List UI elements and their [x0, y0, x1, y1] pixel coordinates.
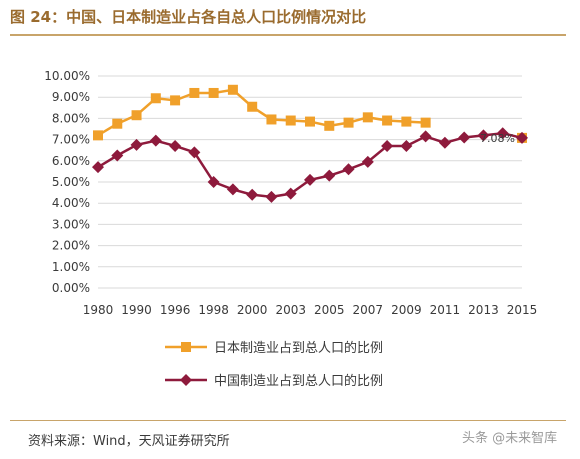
japan-legend-marker	[181, 342, 191, 352]
japan-data-point	[266, 114, 277, 125]
y-tick-label: 10.00%	[44, 69, 90, 83]
y-tick-label: 4.00%	[52, 196, 90, 210]
data-label: 7.08%	[480, 132, 515, 145]
japan-data-point	[170, 95, 181, 106]
footer-rule	[10, 420, 566, 421]
japan-data-point	[343, 117, 354, 128]
japan-data-point	[305, 116, 315, 127]
japan-data-point	[247, 101, 258, 112]
japan-data-point	[401, 116, 412, 127]
x-tick-label: 1990	[121, 303, 152, 317]
china-data-point	[169, 139, 182, 152]
china-data-point	[207, 176, 220, 188]
china-data-point	[304, 173, 316, 186]
y-tick-label: 3.00%	[52, 217, 90, 231]
x-tick-label: 2011	[430, 303, 461, 317]
japan-series-line	[97, 88, 426, 137]
y-tick-label: 2.00%	[52, 239, 90, 253]
japan-data-point	[420, 117, 431, 128]
china-series-line	[97, 131, 523, 199]
japan-data-point	[285, 115, 296, 126]
china-data-point	[496, 127, 509, 140]
japan-data-point	[131, 110, 142, 121]
y-tick-label: 0.00%	[52, 281, 90, 295]
china-data-point	[361, 155, 374, 168]
japan-data-point	[362, 112, 373, 123]
japan-data-point	[150, 93, 161, 104]
china-data-point	[323, 169, 336, 182]
china-data-point	[419, 130, 432, 143]
x-tick-label: 2015	[507, 303, 538, 317]
china-data-point	[438, 136, 451, 149]
x-tick-label: 1998	[198, 303, 229, 317]
x-tick-label: 1996	[160, 303, 191, 317]
china-data-point	[342, 163, 355, 176]
y-tick-label: 9.00%	[52, 90, 90, 104]
china-data-point	[516, 131, 528, 144]
x-tick-label: 2009	[391, 303, 422, 317]
figure-title: 图 24：中国、日本制造业占各自总人口比例情况对比	[10, 8, 367, 26]
x-tick-label: 2007	[353, 303, 384, 317]
china-data-point	[92, 161, 104, 174]
china-data-point	[188, 146, 201, 159]
y-tick-label: 8.00%	[52, 111, 90, 125]
japan-data-point	[324, 120, 335, 131]
china-data-point	[130, 138, 143, 151]
japan-data-point	[208, 87, 219, 98]
x-tick-label: 1980	[83, 303, 114, 317]
y-tick-label: 7.00%	[52, 133, 90, 147]
x-tick-label: 2003	[275, 303, 306, 317]
y-tick-label: 5.00%	[52, 175, 90, 189]
china-data-point	[284, 187, 297, 200]
x-tick-label: 2005	[314, 303, 345, 317]
china-legend-label: 中国制造业占到总人口的比例	[214, 373, 383, 389]
china-data-point	[458, 131, 471, 144]
china-legend-marker	[180, 374, 192, 386]
title-rule	[10, 34, 566, 36]
japan-data-point	[93, 130, 103, 141]
japan-data-point	[227, 84, 238, 95]
japan-data-point	[189, 87, 200, 98]
china-data-point	[246, 188, 259, 201]
china-data-point	[381, 139, 394, 152]
source-note: 资料来源：Wind，天风证券研究所	[28, 434, 230, 449]
y-tick-label: 6.00%	[52, 154, 90, 168]
china-data-point	[477, 129, 490, 142]
china-data-point	[400, 139, 413, 152]
watermark: 头条 @未来智库	[462, 431, 558, 446]
china-data-point	[265, 190, 278, 203]
japan-data-point	[382, 115, 393, 126]
japan-data-point	[112, 118, 123, 129]
y-tick-label: 1.00%	[52, 260, 90, 274]
china-data-point	[111, 149, 124, 162]
x-tick-label: 2000	[237, 303, 268, 317]
japan-legend-label: 日本制造业占到总人口的比例	[214, 340, 383, 356]
china-data-point	[226, 183, 239, 196]
x-tick-label: 2013	[468, 303, 499, 317]
china-data-point	[149, 134, 162, 147]
